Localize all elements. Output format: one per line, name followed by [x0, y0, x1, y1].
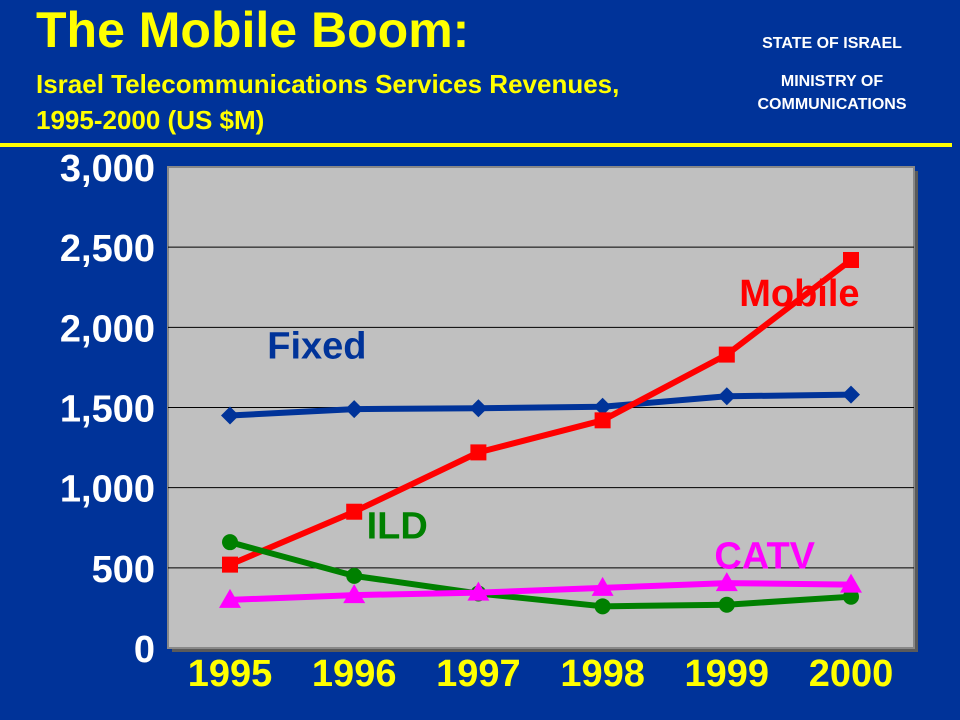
x-tick-label: 1996 [312, 653, 397, 695]
point-mobile [222, 556, 238, 573]
point-catv [840, 573, 862, 593]
x-tick-label: 1999 [685, 653, 770, 695]
slide-subtitle: Israel Telecommunications Services Reven… [36, 69, 620, 135]
series-labels: Fixed Mobile ILD CATV [267, 273, 859, 577]
y-tick-label: 500 [92, 549, 155, 591]
point-mobile [718, 346, 735, 363]
point-ild [346, 567, 363, 584]
y-tick-label: 1,000 [60, 469, 155, 511]
point-mobile [843, 251, 859, 268]
point-fixed [593, 397, 612, 416]
point-ild [594, 598, 611, 615]
point-catv [219, 588, 241, 608]
series-label-mobile: Mobile [739, 273, 859, 315]
point-fixed [842, 385, 860, 404]
x-tick-label: 1995 [188, 653, 273, 695]
point-fixed [469, 399, 488, 418]
series-line-mobile [227, 256, 854, 568]
point-mobile [594, 412, 611, 429]
series-label-ild: ILD [367, 506, 428, 548]
x-axis-ticks: 1995 1996 1997 1998 1999 2000 [188, 653, 894, 695]
point-fixed [221, 406, 239, 425]
point-ild [222, 534, 238, 551]
point-catv [591, 576, 614, 596]
y-tick-label: 1,500 [60, 389, 155, 431]
y-tick-label: 3,000 [60, 148, 155, 190]
series-label-catv: CATV [714, 536, 815, 578]
point-catv [343, 584, 366, 604]
title-divider [0, 143, 952, 147]
point-mobile [346, 503, 363, 520]
point-ild [843, 588, 859, 605]
point-catv [467, 581, 490, 601]
series-line-ild [227, 539, 854, 610]
org-name: STATE OF ISRAEL [762, 35, 902, 52]
y-tick-label: 0 [134, 629, 155, 671]
y-tick-label: 2,000 [60, 308, 155, 350]
point-ild [718, 596, 735, 613]
x-tick-label: 2000 [809, 653, 894, 695]
point-fixed [717, 387, 736, 406]
series-line-catv [227, 580, 854, 603]
y-tick-label: 2,500 [60, 228, 155, 270]
series-line-fixed [227, 391, 854, 419]
point-fixed [345, 400, 364, 419]
ministry-name: MINISTRY OF COMMUNICATIONS [757, 73, 907, 113]
x-tick-label: 1997 [436, 653, 521, 695]
point-catv [715, 572, 738, 592]
slide-title: The Mobile Boom: [36, 2, 470, 58]
series-label-fixed: Fixed [267, 326, 366, 368]
series-group [219, 251, 862, 615]
y-axis-ticks: 0 500 1,000 1,500 2,000 2,500 3,000 [60, 148, 155, 671]
point-mobile [470, 444, 487, 461]
x-tick-label: 1998 [560, 653, 645, 695]
